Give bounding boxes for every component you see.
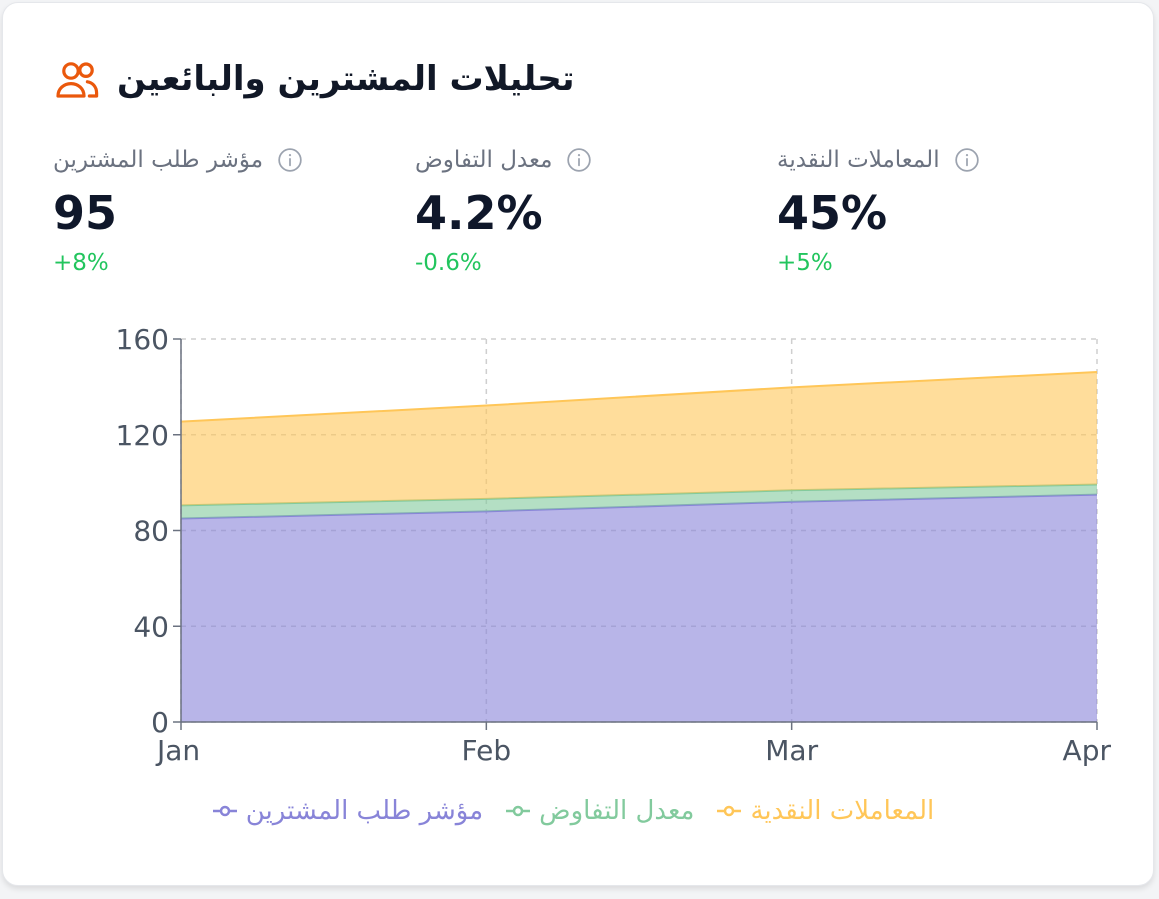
x-tick-label: Jan bbox=[155, 734, 200, 767]
legend-item[interactable]: مؤشر طلب المشترين bbox=[212, 796, 483, 826]
legend-label: معدل التفاوض bbox=[539, 796, 695, 826]
info-icon[interactable] bbox=[954, 147, 980, 173]
metric-label: المعاملات النقدية bbox=[777, 147, 940, 173]
users-icon bbox=[56, 62, 99, 98]
legend-item[interactable]: المعاملات النقدية bbox=[716, 796, 934, 826]
info-icon[interactable] bbox=[566, 147, 592, 173]
area-series-0 bbox=[181, 494, 1097, 722]
metric-value: 4.2% bbox=[415, 186, 543, 240]
stacked-area-chart: 0 40 80 120 160 Jan Feb Mar Apr bbox=[116, 323, 1112, 767]
x-tick-label: Feb bbox=[462, 734, 512, 767]
legend-line-marker-icon bbox=[212, 805, 237, 817]
legend-line-marker-icon bbox=[717, 805, 742, 817]
legend-label: المعاملات النقدية bbox=[750, 796, 935, 826]
metric-label: معدل التفاوض bbox=[415, 147, 553, 173]
area-series-1 bbox=[181, 484, 1097, 519]
legend-label: مؤشر طلب المشترين bbox=[245, 796, 484, 826]
y-tick-label: 160 bbox=[116, 323, 169, 356]
y-tick-label: 40 bbox=[133, 610, 169, 643]
line-series-2 bbox=[180, 371, 1098, 423]
analytics-card: تحليلات المشترين والبائعين مؤشر طلب المش… bbox=[2, 2, 1154, 886]
y-tick-label: 80 bbox=[133, 515, 169, 548]
legend-line-marker-icon bbox=[506, 805, 531, 817]
metric-value: 45% bbox=[777, 186, 888, 240]
info-icon[interactable] bbox=[277, 147, 303, 173]
area-series-2 bbox=[181, 372, 1097, 506]
chart-legend: مؤشر طلب المشترين معدل التفاوض المعاملات ا… bbox=[163, 791, 983, 831]
metric-change: +8% bbox=[53, 250, 109, 276]
metric-cash-transactions: المعاملات النقدية 45% +5% bbox=[777, 143, 1097, 277]
legend-item[interactable]: معدل التفاوض bbox=[505, 796, 694, 826]
x-tick-label: Mar bbox=[765, 734, 818, 767]
card-header: تحليلات المشترين والبائعين bbox=[53, 55, 575, 103]
card-title: تحليلات المشترين والبائعين bbox=[117, 59, 575, 99]
metric-buyer-demand: مؤشر طلب المشترين 95 +8% bbox=[53, 143, 373, 277]
y-tick-label: 120 bbox=[116, 419, 169, 452]
metric-value: 95 bbox=[53, 186, 118, 240]
metric-negotiation-rate: معدل التفاوض 4.2% -0.6% bbox=[415, 143, 735, 277]
y-tick-label: 0 bbox=[151, 706, 169, 739]
metric-change: -0.6% bbox=[415, 250, 482, 276]
metric-change: +5% bbox=[777, 250, 833, 276]
metric-label: مؤشر طلب المشترين bbox=[53, 147, 264, 173]
x-tick-label: Apr bbox=[1063, 734, 1112, 767]
